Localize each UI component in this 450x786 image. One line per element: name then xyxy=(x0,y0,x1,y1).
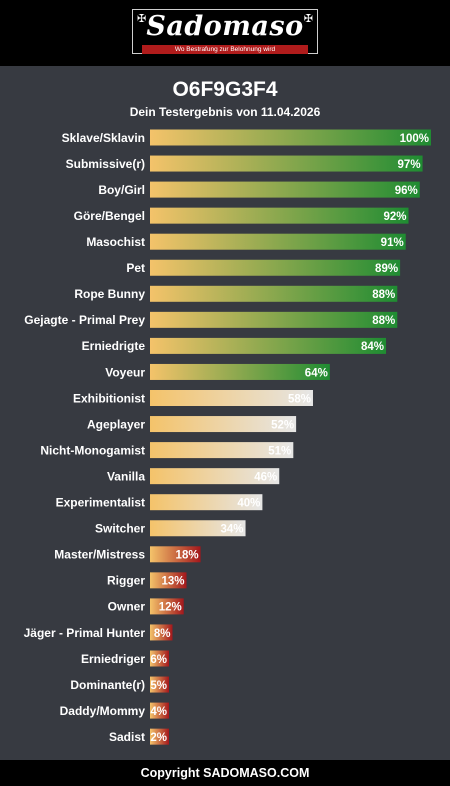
result-bar xyxy=(150,337,387,354)
value-label: 88% xyxy=(372,289,395,301)
value-label: 51% xyxy=(268,445,291,457)
category-label: Vanilla xyxy=(107,469,145,483)
result-bar xyxy=(150,468,280,485)
value-label: 58% xyxy=(288,393,311,405)
category-label: Jäger - Primal Hunter xyxy=(24,626,146,640)
category-label: Switcher xyxy=(95,522,145,536)
value-label: 13% xyxy=(161,576,184,588)
result-bar xyxy=(150,259,401,276)
value-label: 92% xyxy=(383,211,406,223)
value-label: 2% xyxy=(150,732,167,744)
category-label: Erniedrigte xyxy=(82,339,146,353)
result-bar xyxy=(150,311,398,328)
result-bar-chart: Sklave/Sklavin 100% Submissive(r) 97% Boy/Gi… xyxy=(24,129,431,745)
category-label: Owner xyxy=(108,600,146,614)
value-label: 52% xyxy=(271,419,294,431)
result-bar xyxy=(150,207,409,224)
result-bar xyxy=(150,129,431,146)
result-bar xyxy=(150,442,294,459)
result-bar xyxy=(150,702,169,719)
result-bar xyxy=(150,572,187,589)
result-bar xyxy=(150,650,169,667)
value-label: 8% xyxy=(154,628,171,640)
result-bar xyxy=(150,363,330,380)
category-label: Göre/Bengel xyxy=(74,209,145,223)
category-label: Submissive(r) xyxy=(66,157,145,171)
cross-icon: ✠ xyxy=(137,12,147,25)
category-label: Rope Bunny xyxy=(74,287,145,301)
result-bar xyxy=(150,285,398,302)
result-bar xyxy=(150,624,173,641)
value-label: 12% xyxy=(159,602,182,614)
site-logo[interactable]: ✠ ✠ Sadomaso Wo Bestrafung zur Belohnung… xyxy=(132,9,318,54)
copyright-text: Copyright SADOMASO.COM xyxy=(140,766,310,780)
result-bar xyxy=(150,233,406,250)
footer: Copyright SADOMASO.COM xyxy=(0,760,450,786)
cross-icon: ✠ xyxy=(303,12,313,25)
category-label: Sklave/Sklavin xyxy=(62,131,145,145)
result-bar xyxy=(150,390,313,406)
result-bar xyxy=(150,181,420,198)
category-label: Gejagte - Primal Prey xyxy=(24,313,145,327)
result-bar xyxy=(150,598,184,615)
value-label: 89% xyxy=(375,263,398,275)
result-bar xyxy=(150,728,169,745)
value-label: 46% xyxy=(254,471,277,483)
category-label: Masochist xyxy=(86,235,145,249)
site-header: ✠ ✠ Sadomaso Wo Bestrafung zur Belohnung… xyxy=(0,0,450,66)
value-label: 34% xyxy=(221,524,244,536)
value-label: 5% xyxy=(150,680,167,692)
category-label: Exhibitionist xyxy=(73,391,145,405)
category-label: Boy/Girl xyxy=(98,183,145,197)
value-label: 84% xyxy=(361,341,384,353)
result-title: O6F9G3F4 xyxy=(172,78,278,101)
value-label: 4% xyxy=(150,706,167,718)
result-bar xyxy=(150,520,246,537)
result-bar xyxy=(150,155,423,172)
category-label: Erniedriger xyxy=(81,652,145,666)
category-label: Experimentalist xyxy=(56,496,145,510)
category-label: Daddy/Mommy xyxy=(60,704,146,718)
category-label: Nicht-Monogamist xyxy=(40,443,145,457)
category-label: Rigger xyxy=(107,574,145,588)
category-label: Ageplayer xyxy=(87,417,145,431)
logo-tagline: Wo Bestrafung zur Belohnung wird xyxy=(142,45,308,54)
value-label: 18% xyxy=(176,550,199,562)
value-label: 40% xyxy=(237,498,260,510)
value-label: 88% xyxy=(372,315,395,327)
result-bar xyxy=(150,546,201,563)
category-label: Pet xyxy=(126,261,145,275)
result-bar xyxy=(150,676,169,693)
value-label: 96% xyxy=(395,185,418,197)
category-label: Voyeur xyxy=(105,365,145,379)
category-label: Dominante(r) xyxy=(70,678,145,692)
value-label: 100% xyxy=(400,133,429,145)
value-label: 91% xyxy=(381,237,404,249)
result-bar xyxy=(150,494,263,511)
value-label: 64% xyxy=(305,367,328,379)
value-label: 6% xyxy=(150,654,167,666)
result-bar xyxy=(150,416,297,433)
category-label: Master/Mistress xyxy=(54,548,145,562)
result-subtitle: Dein Testergebnis von 11.04.2026 xyxy=(129,105,321,119)
logo-wordmark: Sadomaso xyxy=(146,11,304,42)
value-label: 97% xyxy=(398,159,421,171)
category-label: Sadist xyxy=(109,730,145,744)
